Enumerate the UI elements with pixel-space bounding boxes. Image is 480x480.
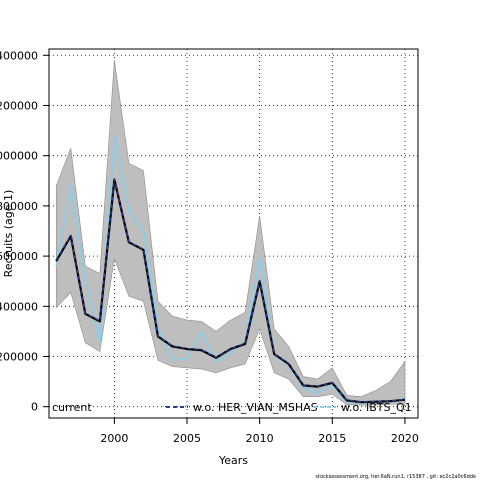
legend-label: w.o. HER_VIAN_MSHAS [193,401,318,414]
y-axis: 0 200000 400000 600000 800000 1000000 1200000 1… [0,49,49,414]
y-axis-title: Recruits (age 1) [2,190,15,278]
y-tick-label: 400000 [0,300,38,313]
x-axis-title: Years [218,454,248,467]
x-tick-label: 2015 [318,432,346,445]
y-tick-label: 600000 [0,250,38,263]
y-tick-label: 1400000 [0,49,38,62]
series-lines [55,134,406,404]
footer-provenance: stockassessment.org, her.6aN.run1, r1538… [315,474,476,480]
series-line-2 [55,134,406,404]
x-tick-label: 2020 [391,432,419,445]
legend-label: current [52,401,92,414]
y-tick-label: 800000 [0,200,38,213]
x-tick-label: 2010 [246,432,274,445]
legend: current w.o. HER_VIAN_MSHAS w.o. IBTS_Q1 [52,401,412,414]
x-axis: 2000 2005 2010 2015 2020 [100,418,419,445]
series-line-1 [55,178,405,403]
y-tick-label: 200000 [0,351,38,364]
x-tick-label: 2000 [100,432,128,445]
y-tick-label: 1200000 [0,99,38,112]
y-tick-label: 0 [31,401,38,414]
x-tick-label: 2005 [173,432,201,445]
plot-frame [48,48,419,419]
legend-label: w.o. IBTS_Q1 [341,401,412,414]
y-tick-label: 1000000 [0,150,38,163]
